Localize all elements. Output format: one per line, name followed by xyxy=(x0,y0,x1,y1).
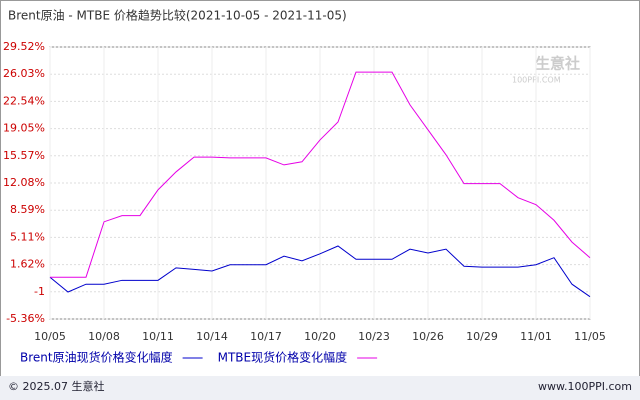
y-tick-label: -1 xyxy=(34,285,45,298)
x-tick-label: 10/17 xyxy=(250,330,282,343)
x-tick-label: 10/11 xyxy=(142,330,174,343)
y-tick-label: 29.52% xyxy=(3,40,45,53)
x-tick-label: 11/05 xyxy=(574,330,606,343)
y-tick-label: 12.08% xyxy=(3,176,45,189)
legend-label: Brent原油现货价格变化幅度 xyxy=(20,350,173,365)
x-tick-label: 10/05 xyxy=(34,330,66,343)
x-tick-label: 10/29 xyxy=(466,330,498,343)
y-tick-label: 26.03% xyxy=(3,67,45,80)
x-tick-label: 10/23 xyxy=(358,330,390,343)
footer-left: © 2025.07 生意社 xyxy=(8,379,104,393)
chart-title: Brent原油 - MTBE 价格趋势比较(2021-10-05 - 2021-… xyxy=(8,8,347,23)
x-tick-label: 11/01 xyxy=(520,330,552,343)
y-tick-label: -5.36% xyxy=(6,312,45,325)
y-tick-label: 5.11% xyxy=(10,230,45,243)
legend-label: MTBE现货价格变化幅度 xyxy=(218,350,348,365)
series-line xyxy=(49,245,591,298)
x-tick-label: 10/08 xyxy=(88,330,120,343)
x-tick-label: 10/14 xyxy=(196,330,228,343)
y-tick-label: 8.59% xyxy=(10,203,45,216)
y-tick-label: 1.62% xyxy=(10,258,45,271)
watermark: 生意社 xyxy=(535,55,580,73)
series-line xyxy=(50,71,591,278)
footer-right: www.100PPI.com xyxy=(538,380,632,393)
y-tick-label: 19.05% xyxy=(3,122,45,135)
footer-bar xyxy=(0,376,640,400)
y-tick-label: 22.54% xyxy=(3,94,45,107)
x-tick-label: 10/26 xyxy=(412,330,444,343)
x-tick-label: 10/20 xyxy=(304,330,336,343)
y-tick-label: 15.57% xyxy=(3,149,45,162)
